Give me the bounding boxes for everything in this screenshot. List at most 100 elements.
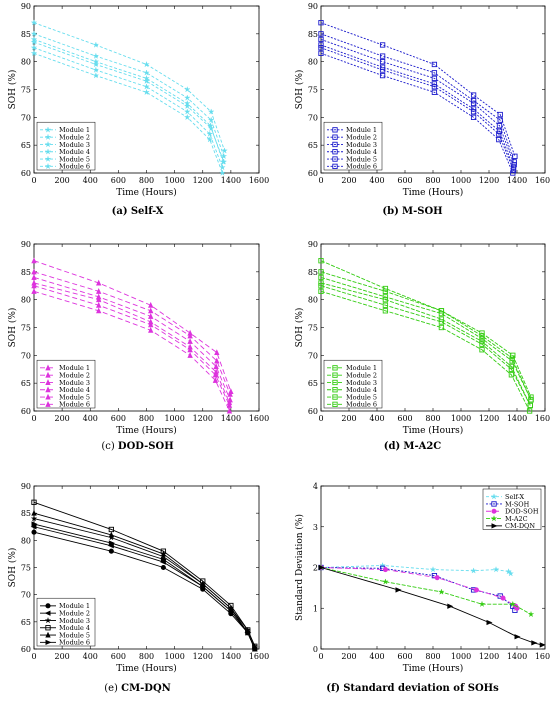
data-point-c-5 bbox=[96, 287, 102, 294]
data-point-c-6 bbox=[31, 279, 37, 286]
data-point-d-3 bbox=[438, 310, 445, 317]
legend-label-b: Module 3 bbox=[346, 141, 377, 149]
x-tick-label-a: 800 bbox=[139, 176, 154, 185]
legend-marker-c bbox=[45, 386, 51, 393]
chart-d: 0 200 400 600 800 1000 1200 1400 1600 60 65 70 75 80 8… bbox=[294, 240, 550, 436]
legend-marker-b bbox=[332, 134, 338, 140]
legend-marker-a bbox=[44, 148, 52, 155]
chart-a: 0 200 400 600 800 1000 1200 1400 1600 60 65 70 75 80 8… bbox=[7, 2, 269, 198]
data-point-b-4 bbox=[431, 61, 438, 68]
legend-label-b: Module 4 bbox=[346, 148, 377, 156]
legend-label-b: Module 6 bbox=[346, 163, 377, 171]
data-point-a-1 bbox=[183, 113, 191, 121]
legend-marker-d bbox=[332, 394, 338, 400]
series-b-2 bbox=[318, 45, 517, 173]
data-point-c-6 bbox=[213, 368, 219, 375]
y-tick-label-f: 2 bbox=[313, 564, 318, 573]
data-point-a-5 bbox=[92, 52, 100, 59]
y-tick-label-f: 4 bbox=[313, 482, 318, 491]
x-tick-label-c: 1600 bbox=[249, 414, 269, 423]
series-c-5 bbox=[31, 268, 233, 397]
x-tick-label-a: 400 bbox=[83, 176, 98, 185]
series-d-3 bbox=[318, 274, 534, 403]
data-point-f-4 bbox=[438, 588, 445, 595]
data-point-e-5 bbox=[31, 509, 37, 516]
y-tick-label-e: 85 bbox=[21, 509, 31, 518]
legend-marker-d bbox=[332, 401, 338, 407]
caption-a-prefix: (a) bbox=[111, 206, 128, 217]
series-line-f-2 bbox=[320, 567, 516, 611]
y-axis-label-c: SOH (%) bbox=[7, 308, 18, 348]
data-point-a-6 bbox=[207, 122, 214, 129]
y-tick-label-e: 70 bbox=[21, 591, 31, 600]
legend-label-d: Module 1 bbox=[346, 364, 377, 372]
legend-label-a: Module 6 bbox=[59, 163, 90, 171]
legend-marker-d bbox=[332, 379, 338, 386]
data-point-c-6 bbox=[148, 318, 154, 325]
y-tick-label-c: 85 bbox=[21, 268, 31, 277]
legend-marker-e bbox=[45, 603, 51, 609]
series-line-b-5 bbox=[320, 33, 515, 163]
x-tick-label-f: 1000 bbox=[451, 652, 471, 661]
data-point-f-4 bbox=[527, 610, 535, 618]
data-point-a-3 bbox=[143, 77, 150, 85]
x-tick-label-f: 1400 bbox=[507, 652, 527, 661]
data-point-f-4 bbox=[478, 600, 486, 608]
x-axis-label-d: Time (Hours) bbox=[403, 425, 464, 436]
legend-label-c: Module 1 bbox=[59, 364, 90, 372]
data-point-a-5 bbox=[143, 69, 150, 76]
x-tick-label-e: 1400 bbox=[221, 652, 241, 661]
data-point-b-2 bbox=[431, 84, 438, 90]
series-line-d-5 bbox=[320, 271, 532, 401]
x-tick-label-a: 1000 bbox=[164, 176, 184, 185]
data-point-a-2 bbox=[30, 44, 38, 51]
legend-marker-b bbox=[332, 156, 338, 162]
data-point-d-2 bbox=[527, 402, 533, 409]
data-point-b-5 bbox=[431, 70, 438, 76]
legend-marker-b bbox=[332, 163, 338, 169]
data-point-b-1 bbox=[318, 50, 324, 56]
data-point-b-5 bbox=[318, 31, 324, 37]
series-line-f-1 bbox=[320, 565, 512, 574]
data-point-d-5 bbox=[509, 355, 515, 361]
legend-label-b: Module 2 bbox=[346, 133, 377, 141]
y-tick-label-a: 65 bbox=[21, 141, 31, 150]
data-point-f-5 bbox=[486, 619, 493, 626]
x-axis-label-b: Time (Hours) bbox=[403, 187, 464, 198]
x-tick-label-a: 1200 bbox=[193, 176, 213, 185]
series-b-6 bbox=[318, 42, 517, 171]
legend-label-e: Module 2 bbox=[59, 609, 90, 617]
legend-label-f: M-SOH bbox=[505, 500, 530, 508]
caption-d: (d) M-A2C bbox=[275, 441, 550, 452]
legend-marker-e bbox=[44, 616, 52, 624]
data-point-b-4 bbox=[318, 20, 324, 26]
x-tick-label-b: 1600 bbox=[535, 176, 550, 185]
x-tick-label-a: 1600 bbox=[249, 176, 269, 185]
x-axis-label-e: Time (Hours) bbox=[116, 663, 177, 674]
data-point-b-3 bbox=[379, 59, 386, 65]
data-point-a-6 bbox=[143, 74, 150, 82]
series-a-4 bbox=[30, 19, 228, 154]
data-point-b-2 bbox=[379, 67, 386, 73]
series-d-1 bbox=[318, 288, 533, 414]
data-point-a-5 bbox=[207, 116, 215, 123]
x-tick-label-e: 600 bbox=[111, 652, 126, 661]
data-point-a-4 bbox=[183, 85, 191, 93]
series-line-a-5 bbox=[33, 33, 225, 157]
legend-marker-a bbox=[44, 162, 52, 170]
data-point-c-2 bbox=[226, 402, 233, 408]
legend-label-d: Module 5 bbox=[346, 393, 377, 401]
legend-marker-f bbox=[491, 501, 497, 507]
x-tick-label-e: 0 bbox=[31, 652, 36, 661]
y-tick-label-e: 80 bbox=[21, 536, 31, 545]
data-point-d-1 bbox=[508, 372, 515, 378]
y-tick-label-c: 70 bbox=[21, 351, 31, 360]
data-point-d-5 bbox=[382, 288, 389, 294]
data-point-e-4 bbox=[31, 499, 37, 505]
data-point-c-3 bbox=[187, 338, 193, 344]
legend-marker-c bbox=[45, 371, 51, 378]
caption-f: (f) Standard deviation of SOHs bbox=[275, 683, 550, 694]
data-point-c-1 bbox=[96, 307, 102, 314]
